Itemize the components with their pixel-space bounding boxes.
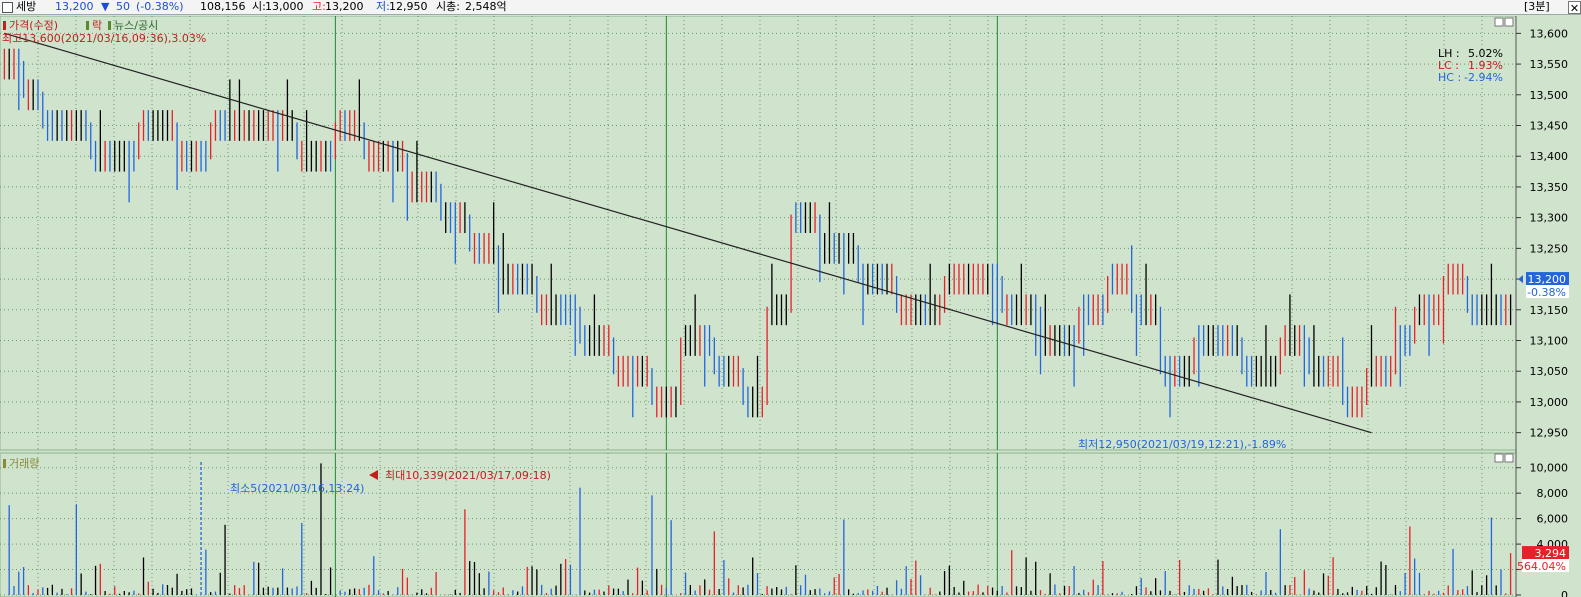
lh-label: LH : — [1438, 47, 1460, 60]
price-tick-label: 13,300 — [1530, 212, 1569, 225]
lc-value: 1.93% — [1468, 59, 1503, 72]
trend-line[interactable] — [4, 32, 1372, 434]
low-price: 12,950 — [389, 0, 428, 13]
volume-tick-label: 6,000 — [1537, 513, 1569, 526]
min-price-annotation: 최저12,950(2021/03/19,12:21),-1.89% — [1078, 438, 1286, 451]
price-tick-label: 13,100 — [1530, 335, 1569, 348]
price-tick-label: 13,550 — [1530, 58, 1569, 71]
price-tick-label: 13,250 — [1530, 242, 1569, 255]
price-legend-marker — [3, 21, 6, 30]
volume-legend[interactable]: 거래량 — [9, 457, 39, 470]
current-price: 13,200 — [55, 0, 94, 13]
max-price-annotation: 최고13,600(2021/03/16,09:36),3.03% — [2, 32, 206, 45]
select-checkbox[interactable] — [2, 2, 13, 13]
price-panel-minimize-icon[interactable] — [1494, 17, 1504, 27]
volume-grid — [0, 453, 1516, 597]
hc-label: HC : — [1438, 71, 1461, 84]
volume-pct-tag — [1522, 559, 1569, 573]
lh-value: 5.02% — [1468, 47, 1503, 60]
news-legend-marker — [108, 21, 111, 30]
price-tick-label: 12,950 — [1530, 427, 1569, 440]
hc-value: -2.94% — [1464, 71, 1503, 84]
volume-panel-minimize-icon[interactable] — [1494, 453, 1504, 463]
price-tick-label: 13,600 — [1530, 27, 1569, 40]
volume-tick-label: 8,000 — [1537, 487, 1569, 500]
close-icon[interactable]: ✕ — [1568, 1, 1581, 15]
trade-volume: 108,156 — [200, 0, 246, 13]
market-cap: 2,548억 — [465, 0, 507, 13]
volume-legend-marker — [3, 459, 6, 468]
max-volume-annotation: 최대10,339(2021/03/17,09:18) — [385, 469, 551, 482]
current-price-tag-value: 13,200 — [1528, 273, 1567, 286]
stock-chart[interactable]: 12,950 13,000 13,050 13,100 13,150 13,200 13,2… — [0, 16, 1581, 597]
volume-panel[interactable] — [0, 452, 1517, 597]
day-separators — [334, 16, 998, 597]
price-tick-label: 13,000 — [1530, 396, 1569, 409]
price-legend[interactable]: 가격(수정) — [9, 19, 58, 32]
lc-label: LC : — [1438, 59, 1459, 72]
min-volume-annotation: 최소5(2021/03/16,13:24) — [230, 482, 364, 495]
volume-tag-value: 3,294 — [1535, 547, 1567, 560]
price-tick-label: 13,450 — [1530, 120, 1569, 133]
news-legend[interactable]: 뉴스/공시 — [114, 19, 158, 32]
open-label: 시: — [252, 0, 266, 13]
current-price-pct-tag — [1526, 285, 1569, 299]
price-change: 50 — [116, 0, 130, 13]
price-bars — [3, 48, 1512, 418]
volume-tick-label: 10,000 — [1530, 462, 1569, 475]
open-price: 13,000 — [265, 0, 304, 13]
volume-tag — [1522, 546, 1569, 560]
volume-tick-label: 0 — [1561, 589, 1568, 597]
price-tick-label: 13,500 — [1530, 89, 1569, 102]
volume-bars — [3, 462, 1512, 595]
current-price-tag — [1526, 272, 1569, 286]
ex-legend-marker — [86, 21, 89, 30]
volume-panel-close-icon[interactable] — [1504, 453, 1514, 463]
ex-legend[interactable]: 락 — [92, 19, 102, 32]
current-price-arrow-icon — [1518, 275, 1523, 284]
price-tick-label: 13,350 — [1530, 181, 1569, 194]
price-tick-label: 13,050 — [1530, 365, 1569, 378]
period-selector[interactable]: [3분] — [1524, 0, 1550, 13]
price-change-pct: (-0.38%) — [136, 0, 184, 13]
stock-info-bar: 세방 13,200 ▼ 50 (-0.38%) 108,156 시: 13,00… — [0, 0, 1581, 15]
price-tick-label: 13,150 — [1530, 304, 1569, 317]
market-cap-label: 시총: — [436, 0, 460, 13]
current-price-pct-value: -0.38% — [1527, 286, 1566, 299]
price-tick-label: 13,400 — [1530, 150, 1569, 163]
volume-pct-value: 564.04% — [1517, 560, 1566, 573]
price-panel-close-icon[interactable] — [1504, 17, 1514, 27]
high-price: 13,200 — [325, 0, 364, 13]
y-axis-panel — [1516, 16, 1581, 597]
down-arrow-icon: ▼ — [101, 0, 110, 13]
stock-name[interactable]: 세방 — [16, 0, 37, 13]
high-label: 고: — [312, 0, 326, 13]
max-volume-arrow-icon — [369, 470, 378, 480]
low-label: 저: — [376, 0, 390, 13]
